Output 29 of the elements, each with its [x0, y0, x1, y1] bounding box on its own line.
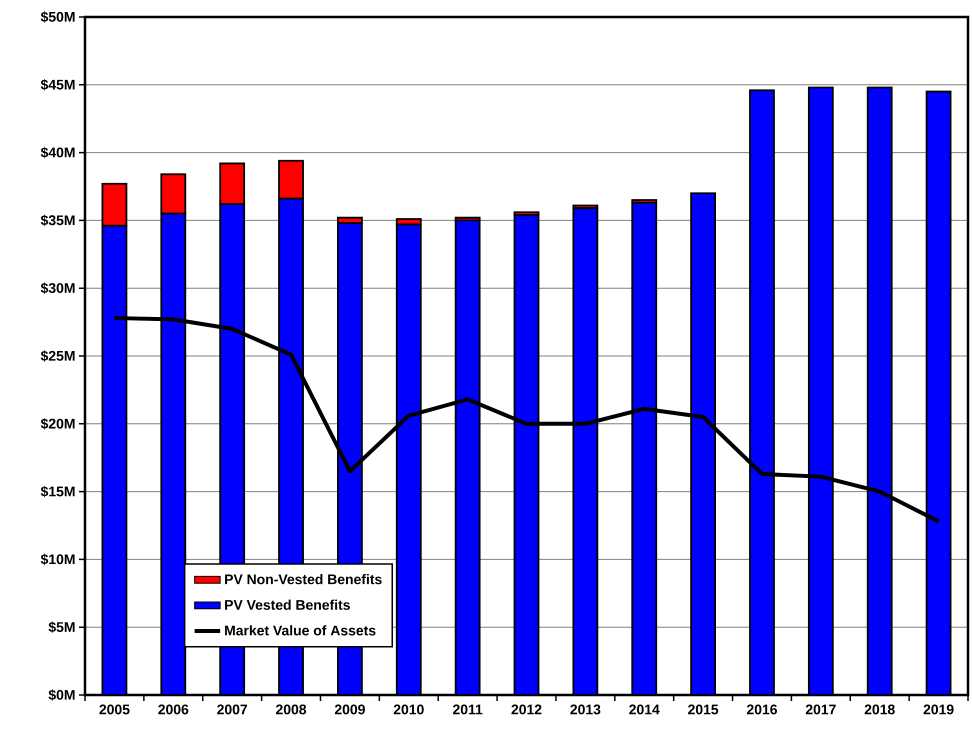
y-tick-label: $0M: [48, 689, 75, 701]
x-tick-label: 2009: [334, 704, 365, 714]
x-tick-label: 2013: [570, 704, 600, 714]
x-tick-label: 2016: [746, 704, 777, 714]
y-tick-label: $50M: [40, 11, 75, 23]
y-tick-label: $15M: [40, 486, 75, 498]
legend-label: PV Non-Vested Benefits: [225, 574, 382, 584]
x-tick-label: 2015: [688, 704, 718, 714]
y-tick-label: $10M: [40, 554, 75, 566]
x-tick-label: 2006: [158, 704, 188, 714]
y-tick-label: $40M: [40, 146, 75, 158]
y-tick-label: $20M: [40, 418, 75, 430]
y-tick-label: $30M: [40, 282, 75, 294]
x-tick-label: 2012: [511, 704, 542, 714]
x-tick-label: 2011: [452, 704, 482, 714]
x-tick-label: 2007: [217, 704, 248, 714]
y-tick-label: $25M: [40, 350, 75, 362]
x-tick-label: 2018: [864, 704, 895, 714]
x-tick-label: 2005: [99, 704, 130, 714]
legend-label: Market Value of Assets: [225, 625, 376, 636]
legend-label: PV Vested Benefits: [225, 600, 350, 610]
y-tick-label: $35M: [40, 214, 75, 226]
x-tick-label: 2008: [276, 704, 306, 714]
x-tick-label: 2010: [394, 704, 424, 714]
x-tick-label: 2017: [806, 704, 836, 714]
x-tick-label: 2019: [924, 704, 954, 714]
x-tick-label: 2014: [629, 704, 660, 714]
y-tick-label: $5M: [48, 622, 75, 633]
y-tick-label: $45M: [40, 79, 75, 90]
